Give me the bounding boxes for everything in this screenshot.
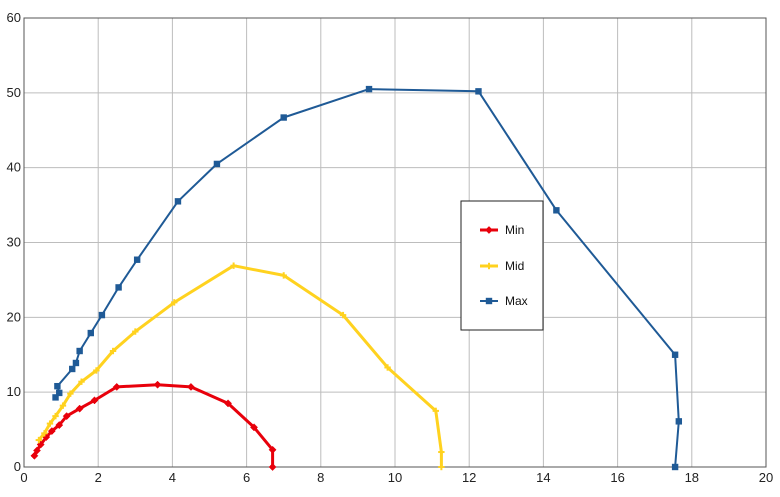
legend-box	[460, 200, 544, 331]
x-tick-label: 12	[462, 470, 476, 485]
data-point-max	[98, 311, 106, 319]
legend-label-mid: Mid	[505, 259, 524, 273]
data-point-mid	[109, 347, 117, 355]
data-point-max	[671, 351, 679, 358]
legend-item-mid: Mid	[480, 259, 524, 273]
data-point-max	[671, 463, 679, 471]
data-point-mid	[171, 299, 178, 306]
data-point-max	[174, 198, 182, 205]
y-tick-label: 60	[7, 10, 21, 25]
plot-area-border	[23, 17, 767, 468]
legend-marker-max	[485, 297, 493, 305]
data-point-min	[75, 404, 84, 413]
data-point-max	[213, 160, 221, 168]
axis-tick-labels: 0 2 4 6 8 10 12 14 16 18 20 0 10 20 30 40 50 60	[7, 10, 774, 485]
data-point-mid	[132, 328, 139, 335]
data-point-max	[675, 418, 683, 425]
data-point-max	[69, 365, 76, 373]
data-point-mid	[67, 390, 74, 397]
x-tick-label: 8	[317, 470, 324, 485]
y-tick-label: 20	[7, 309, 21, 324]
series-line-mid	[37, 264, 443, 467]
data-point-max	[475, 88, 482, 95]
data-point-mid	[438, 448, 445, 456]
data-point-min	[90, 396, 99, 405]
data-point-mid	[46, 420, 54, 427]
series-mid	[35, 262, 445, 471]
data-point-mid	[432, 407, 440, 415]
data-point-max	[52, 394, 59, 401]
series-line-max	[54, 88, 680, 468]
data-point-min	[224, 399, 233, 408]
y-tick-label: 40	[7, 160, 21, 175]
data-point-min	[153, 380, 162, 389]
data-point-min	[55, 421, 64, 430]
data-point-min	[47, 427, 56, 436]
x-tick-label: 14	[536, 470, 550, 485]
data-point-mid	[52, 412, 59, 420]
data-point-max	[72, 359, 80, 367]
y-tick-label: 10	[7, 384, 21, 399]
series-group	[30, 85, 683, 471]
data-point-min	[112, 382, 121, 391]
series-line-min	[33, 383, 275, 467]
data-point-max	[280, 114, 287, 121]
y-tick-label: 0	[14, 459, 21, 474]
x-tick-label: 20	[759, 470, 773, 485]
data-point-min	[30, 451, 39, 460]
data-point-mid	[35, 436, 43, 444]
legend-label-max: Max	[505, 294, 528, 308]
x-tick-label: 0	[20, 470, 27, 485]
data-point-max	[365, 85, 373, 93]
legend-marker-mid	[485, 262, 493, 270]
data-point-max	[553, 207, 560, 214]
legend-item-max: Max	[480, 294, 528, 308]
x-tick-label: 16	[610, 470, 624, 485]
data-point-mid	[339, 311, 347, 319]
data-point-max	[56, 389, 63, 397]
x-tick-label: 2	[95, 470, 102, 485]
data-point-mid	[59, 402, 67, 409]
data-point-mid	[438, 463, 445, 471]
x-tick-label: 6	[243, 470, 250, 485]
data-point-max	[133, 256, 141, 263]
data-point-min	[268, 463, 277, 471]
data-point-min	[268, 445, 277, 454]
grid	[23, 17, 767, 468]
data-point-min	[62, 412, 71, 421]
series-max	[52, 85, 683, 471]
x-tick-label: 10	[388, 470, 402, 485]
data-point-max	[115, 284, 122, 291]
data-point-min	[33, 446, 41, 455]
data-point-mid	[384, 364, 391, 371]
data-point-min	[186, 382, 195, 391]
legend-marker-min	[485, 226, 493, 234]
series-min	[30, 380, 277, 471]
data-point-max	[76, 347, 83, 355]
x-tick-label: 4	[169, 470, 176, 485]
data-point-mid	[78, 378, 85, 385]
data-point-mid	[41, 430, 48, 437]
legend: Min Mid Max	[460, 200, 544, 331]
data-point-mid	[230, 262, 237, 269]
data-point-mid	[93, 367, 100, 374]
data-point-max	[54, 382, 61, 390]
legend-item-min: Min	[480, 223, 524, 237]
y-tick-label: 50	[7, 85, 21, 100]
legend-label-min: Min	[505, 223, 524, 237]
x-tick-label: 18	[685, 470, 699, 485]
data-point-max	[87, 329, 94, 337]
data-point-min	[250, 423, 258, 432]
data-point-mid	[280, 272, 287, 279]
y-tick-label: 30	[7, 235, 21, 250]
